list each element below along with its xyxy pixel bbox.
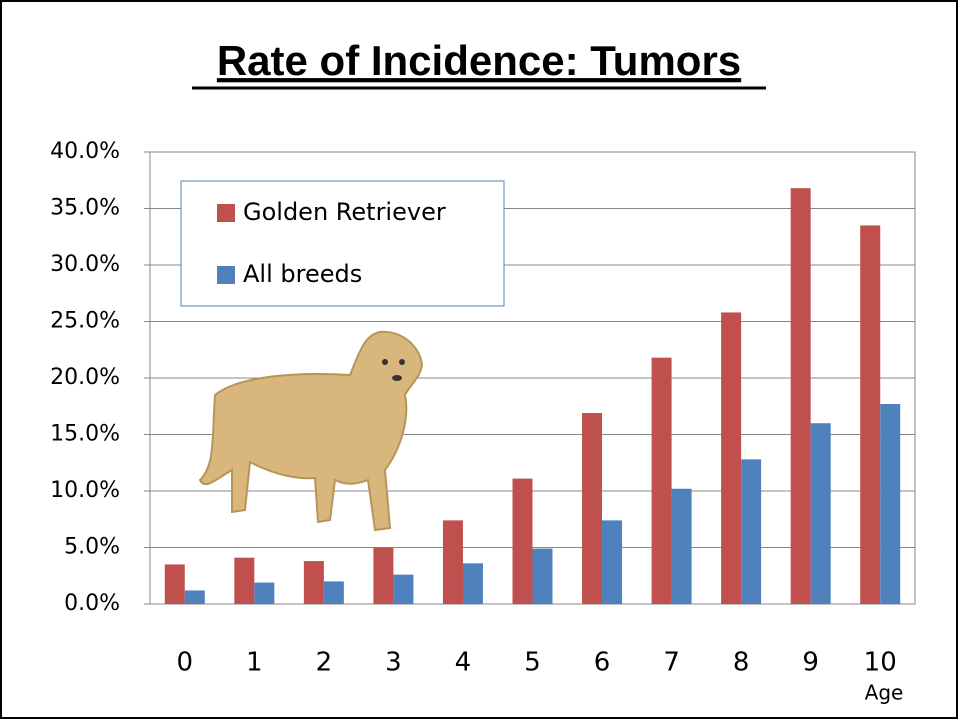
- bar: [393, 574, 414, 604]
- dog-illustration: [198, 330, 424, 532]
- bar: [442, 520, 463, 604]
- bar: [323, 581, 344, 604]
- bar: [512, 478, 533, 604]
- bar: [880, 403, 901, 604]
- legend-swatch: [217, 266, 235, 284]
- x-tick-label: 1: [246, 648, 263, 678]
- bar: [462, 563, 483, 604]
- x-tick-label: 4: [455, 648, 472, 678]
- bar: [254, 582, 275, 604]
- y-tick-label: 25.0%: [50, 309, 120, 334]
- chart-title: Rate of Incidence: Tumors: [217, 37, 741, 84]
- bar: [651, 357, 672, 604]
- y-tick-label: 40.0%: [50, 139, 120, 164]
- x-tick-label: 8: [733, 648, 750, 678]
- y-tick-label: 10.0%: [50, 478, 120, 503]
- x-tick-label: 10: [864, 648, 897, 678]
- legend-box: [180, 180, 505, 307]
- y-tick-label: 5.0%: [64, 535, 120, 560]
- bar: [532, 548, 553, 604]
- x-axis-label: Age: [865, 681, 904, 705]
- y-tick-label: 0.0%: [64, 591, 120, 616]
- bar: [860, 225, 881, 604]
- bar: [790, 188, 811, 604]
- bar: [810, 423, 831, 604]
- bar: [602, 520, 623, 604]
- x-tick-label: 9: [802, 648, 819, 678]
- x-tick-label: 5: [524, 648, 541, 678]
- x-tick-label: 6: [594, 648, 611, 678]
- legend-swatch: [217, 204, 235, 222]
- bar: [164, 564, 185, 604]
- bar: [582, 413, 603, 604]
- x-tick-label: 7: [663, 648, 680, 678]
- bar: [741, 459, 762, 604]
- bar: [184, 590, 205, 604]
- y-tick-label: 15.0%: [50, 422, 120, 447]
- x-tick-label: 3: [385, 648, 402, 678]
- y-tick-label: 30.0%: [50, 252, 120, 277]
- x-tick-label: 2: [316, 648, 333, 678]
- x-tick-label: 0: [176, 648, 193, 678]
- bar: [234, 557, 255, 604]
- y-tick-label: 20.0%: [50, 365, 120, 390]
- bar: [303, 561, 324, 604]
- bar: [373, 547, 394, 604]
- bar: [721, 312, 742, 604]
- legend-label: All breeds: [243, 260, 362, 288]
- bar: [671, 488, 692, 604]
- y-tick-label: 35.0%: [50, 196, 120, 221]
- legend-label: Golden Retriever: [243, 198, 446, 226]
